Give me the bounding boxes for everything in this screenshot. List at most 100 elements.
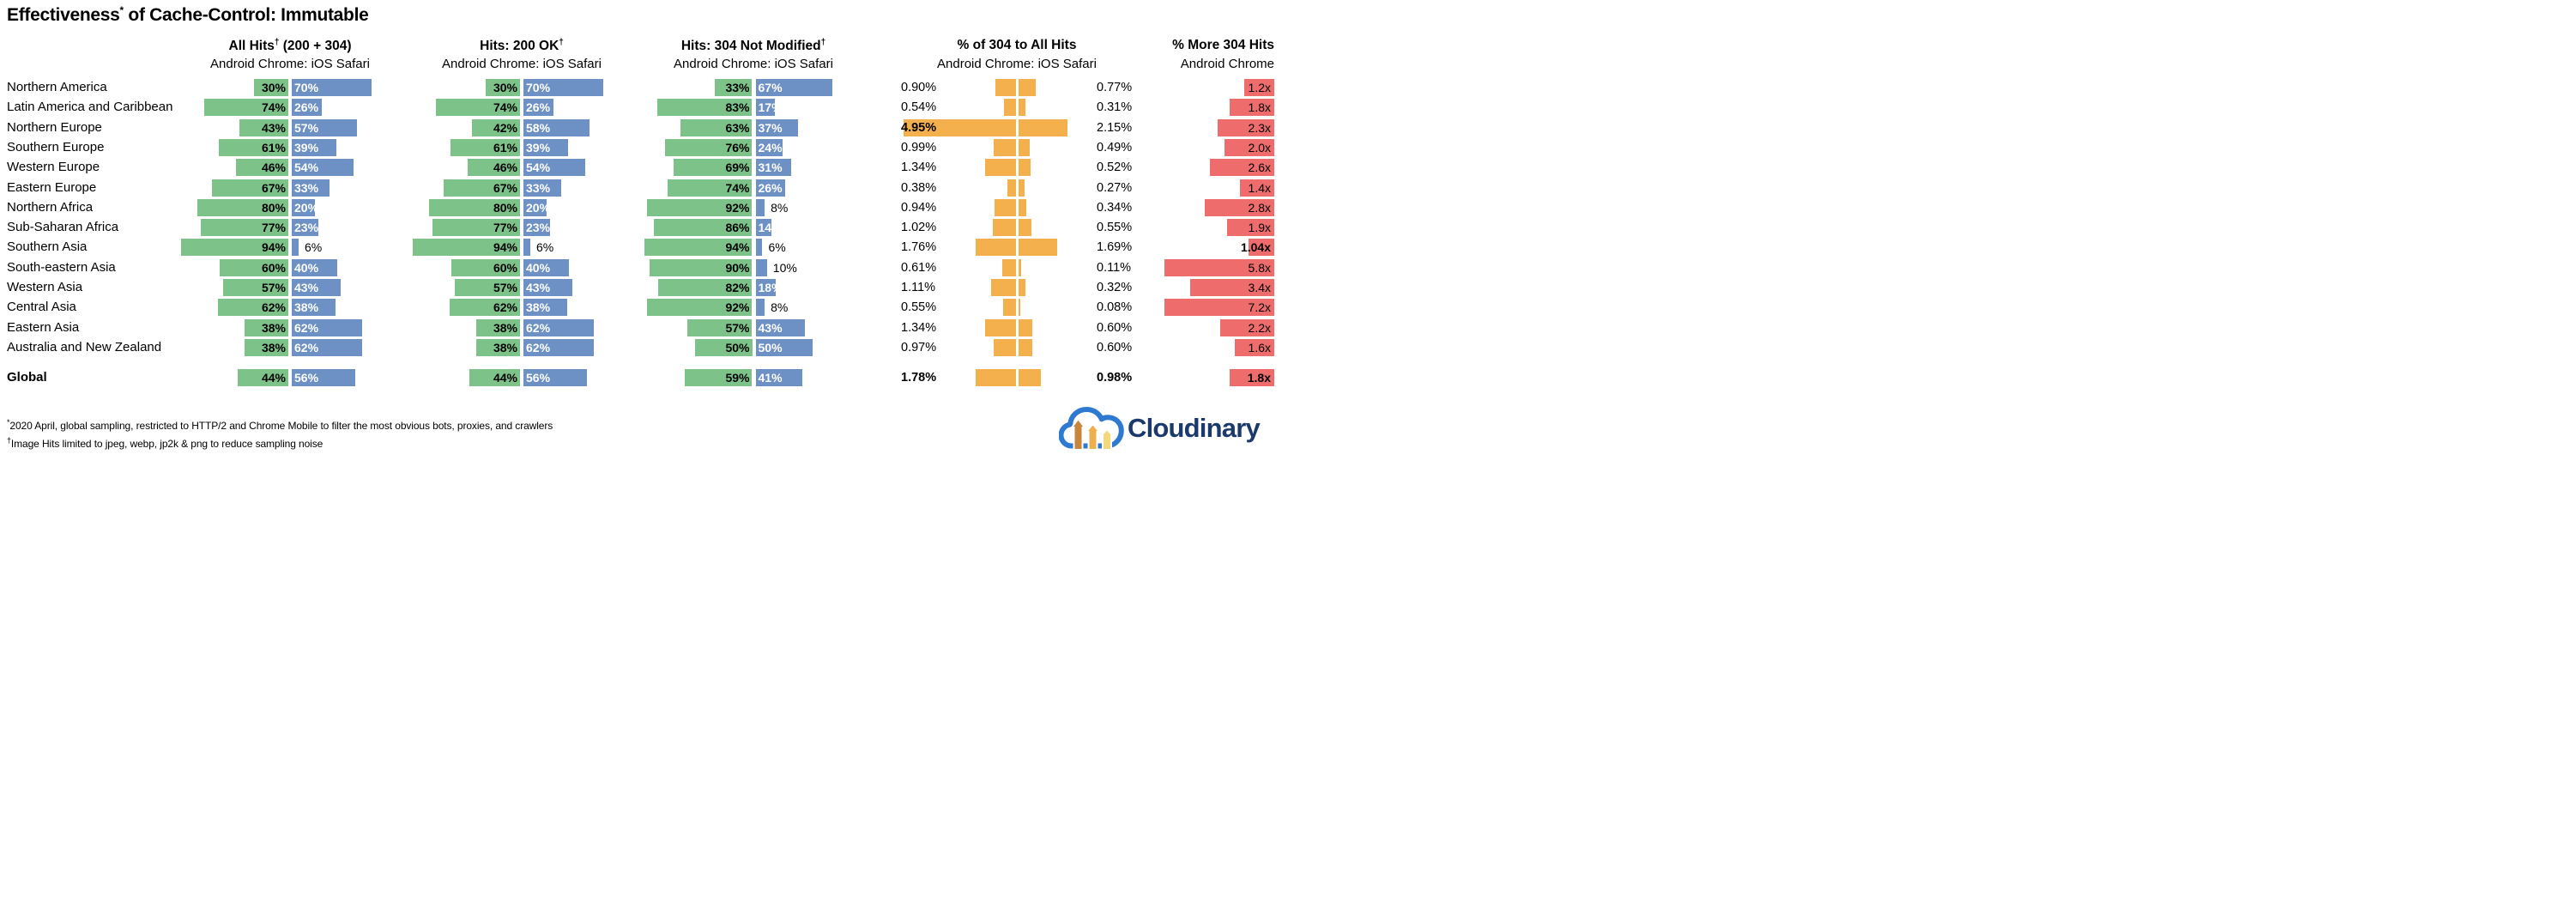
bar-value-label: 23% [526, 221, 550, 235]
bar-value-label: 94% [725, 240, 750, 255]
bar-value-label: 50% [758, 340, 783, 354]
bar-pct304-android-chrome [985, 318, 1016, 336]
more-304-value: 2.2x [1248, 320, 1271, 335]
bar-ios-safari: 33% [292, 179, 330, 197]
bar-ios-safari: 43% [292, 279, 342, 296]
bar-value-label: 83% [725, 100, 750, 115]
bar-pct304-android-chrome [903, 118, 1016, 136]
bar-value-label: 23% [294, 221, 318, 235]
bar-value-label: 61% [261, 140, 286, 155]
bar-android-chrome: 60% [220, 258, 288, 276]
bar-value-label: 70% [294, 81, 319, 94]
bar-value-label: 44% [261, 371, 286, 385]
more-304-value: 2.3x [1248, 120, 1271, 135]
row-label: Eastern Europe [7, 179, 97, 195]
pct304-chrome-value: 0.55% [901, 300, 937, 315]
bar-ios-safari: 70% [523, 79, 604, 96]
bar-value-label: 80% [493, 200, 517, 215]
more-304-value: 1.2x [1248, 81, 1271, 94]
bar-value-label: 43% [261, 120, 286, 135]
bar-value-label: 62% [294, 320, 319, 335]
bar-value-label: 30% [493, 81, 517, 94]
more-304-value: 2.0x [1248, 140, 1271, 155]
bar-value-label: 62% [526, 340, 551, 354]
bar-value-label: 38% [294, 300, 319, 315]
bar-value-label: 56% [526, 371, 551, 385]
bar-more-304-android-chrome [1225, 138, 1274, 156]
bar-android-chrome: 80% [428, 198, 520, 216]
bar-value-label: 43% [526, 281, 551, 294]
logo-arrow-mid [1084, 422, 1102, 451]
bar-ios-safari: 33% [523, 179, 561, 197]
bar-pct304-ios-safari [1019, 79, 1037, 96]
more-304-value: 1.6x [1248, 340, 1271, 354]
row-label: Latin America and Caribbean [7, 100, 173, 115]
bar-value-label: 38% [261, 340, 286, 354]
bar-value-label: 54% [526, 161, 551, 175]
bar-value-label: 44% [493, 371, 517, 385]
bar-value-label: 38% [526, 300, 551, 315]
bar-value-label: 31% [758, 161, 783, 175]
bar-value-label: 80% [261, 200, 286, 215]
bar-value-label: 57% [261, 281, 286, 294]
bar-pct304-ios-safari [1019, 99, 1026, 117]
bar-value-label: 62% [261, 300, 286, 315]
bar-value-label: 61% [493, 140, 517, 155]
bar-ios-safari [755, 299, 765, 317]
bar-ios-safari: 14% [755, 219, 772, 237]
bar-ios-safari: 62% [292, 318, 363, 336]
bar-value-label: 38% [493, 340, 517, 354]
bar-more-304-android-chrome [1234, 338, 1274, 356]
bar-android-chrome: 43% [239, 118, 288, 136]
infographic-canvas: Effectiveness* of Cache-Control: Immutab… [0, 0, 1288, 458]
bar-value-label: 82% [725, 281, 750, 294]
pct304-chrome-value: 0.94% [901, 200, 937, 215]
cloudinary-cloud-icon [1059, 407, 1124, 451]
bar-value-label: 37% [758, 120, 783, 135]
bar-android-chrome: 44% [238, 369, 288, 386]
bar-value-label: 90% [725, 260, 750, 275]
bar-android-chrome: 46% [235, 159, 288, 177]
bar-android-chrome: 86% [654, 219, 753, 237]
pct304-safari-value: 0.31% [1097, 100, 1133, 115]
bar-value-label: 57% [294, 120, 319, 135]
row-label: Western Asia [7, 280, 83, 294]
bar-value-label: 30% [261, 81, 286, 94]
footnote-image-hits: †Image Hits limited to jpeg, webp, jp2k … [7, 436, 324, 450]
bar-ios-safari: 70% [292, 79, 372, 96]
pct304-safari-value: 0.60% [1097, 340, 1133, 354]
bar-android-chrome: 94% [180, 239, 288, 257]
bar-value-label: 74% [261, 100, 286, 115]
bar-value-label: 8% [771, 300, 789, 315]
more-304-value: 2.8x [1248, 200, 1271, 215]
bar-android-chrome: 57% [455, 279, 520, 296]
bar-android-chrome: 92% [647, 299, 753, 317]
bar-value-label: 26% [294, 100, 319, 115]
pct304-chrome-value: 0.99% [901, 140, 937, 155]
bar-ios-safari: 41% [755, 369, 803, 386]
bar-value-label: 46% [493, 161, 517, 175]
bar-android-chrome: 62% [217, 299, 288, 317]
row-label: Northern America [7, 80, 107, 94]
pct304-safari-value: 0.11% [1097, 260, 1132, 275]
bar-value-label: 43% [294, 281, 319, 294]
more-304-value: 1.9x [1248, 221, 1271, 235]
bar-value-label: 74% [725, 180, 750, 195]
bar-pct304-android-chrome [985, 159, 1016, 177]
bar-value-label: 39% [294, 140, 319, 155]
bar-android-chrome: 30% [254, 79, 288, 96]
row-label: Central Asia [7, 300, 76, 315]
bar-ios-safari: 39% [292, 138, 336, 156]
bar-more-304-android-chrome [1164, 258, 1274, 276]
bar-ios-safari: 62% [292, 338, 363, 356]
bar-more-304-android-chrome [1239, 179, 1274, 197]
pct304-chrome-value: 1.76% [901, 240, 937, 255]
pct304-safari-value: 0.34% [1097, 200, 1133, 215]
pct304-chrome-value: 0.90% [901, 81, 937, 94]
bar-value-label: 56% [294, 371, 319, 385]
bar-value-label: 60% [261, 260, 286, 275]
bar-android-chrome: 33% [714, 79, 753, 96]
bar-value-label: 67% [493, 180, 517, 195]
bar-pct304-ios-safari [1019, 279, 1026, 296]
bar-pct304-android-chrome [1003, 99, 1016, 117]
